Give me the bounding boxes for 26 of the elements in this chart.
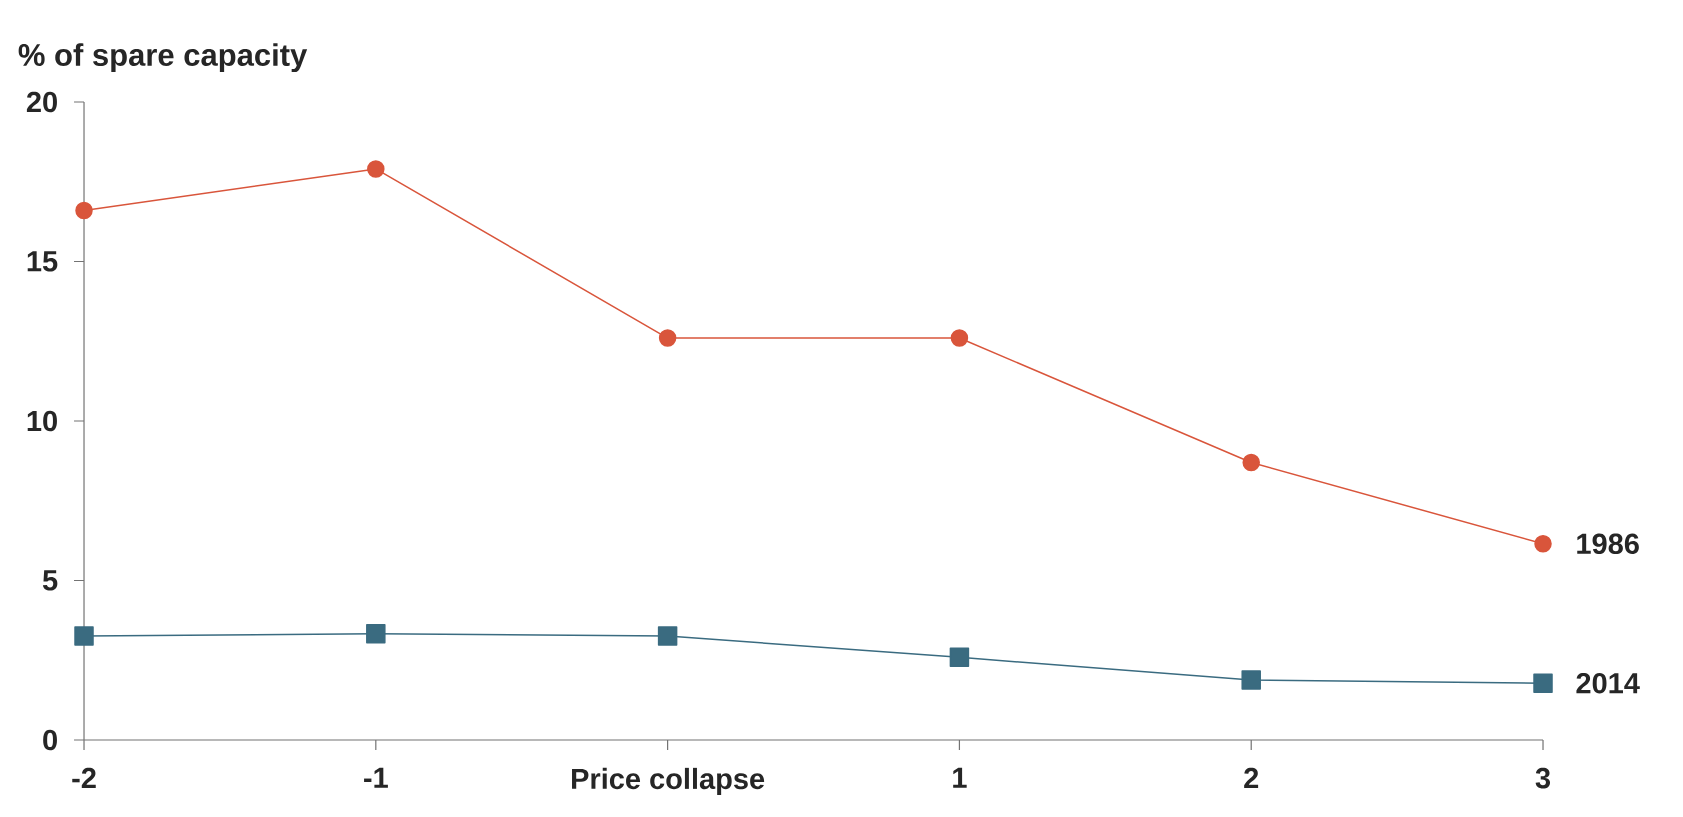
point bbox=[367, 160, 385, 178]
point bbox=[658, 329, 677, 347]
point bbox=[74, 626, 94, 646]
y-tick-label: 10 bbox=[27, 410, 57, 432]
x-tick-label: 3 bbox=[1535, 767, 1551, 789]
y-tick-label: 20 bbox=[26, 91, 57, 113]
point bbox=[657, 626, 678, 646]
x-tick-label: 1 bbox=[953, 767, 967, 788]
x-tick-label: 2 bbox=[1244, 767, 1259, 789]
point bbox=[1534, 535, 1552, 553]
point bbox=[1242, 453, 1260, 472]
series-label: 1986 bbox=[1577, 533, 1639, 555]
y-tick-label: 5 bbox=[42, 570, 58, 591]
y-tick-label: 0 bbox=[43, 729, 57, 751]
point bbox=[1241, 670, 1261, 690]
y-axis-title: % of spare capacity bbox=[18, 43, 308, 73]
series-label: 2014 bbox=[1576, 672, 1640, 694]
x-tick-label: Price collapse bbox=[572, 767, 765, 795]
point bbox=[75, 201, 93, 220]
x-tick-label: -2 bbox=[72, 767, 96, 789]
point bbox=[950, 329, 969, 347]
point bbox=[366, 624, 386, 644]
point bbox=[1533, 673, 1553, 693]
y-tick-label: 15 bbox=[27, 251, 58, 272]
x-tick-label: -1 bbox=[364, 767, 388, 788]
point bbox=[949, 647, 970, 668]
